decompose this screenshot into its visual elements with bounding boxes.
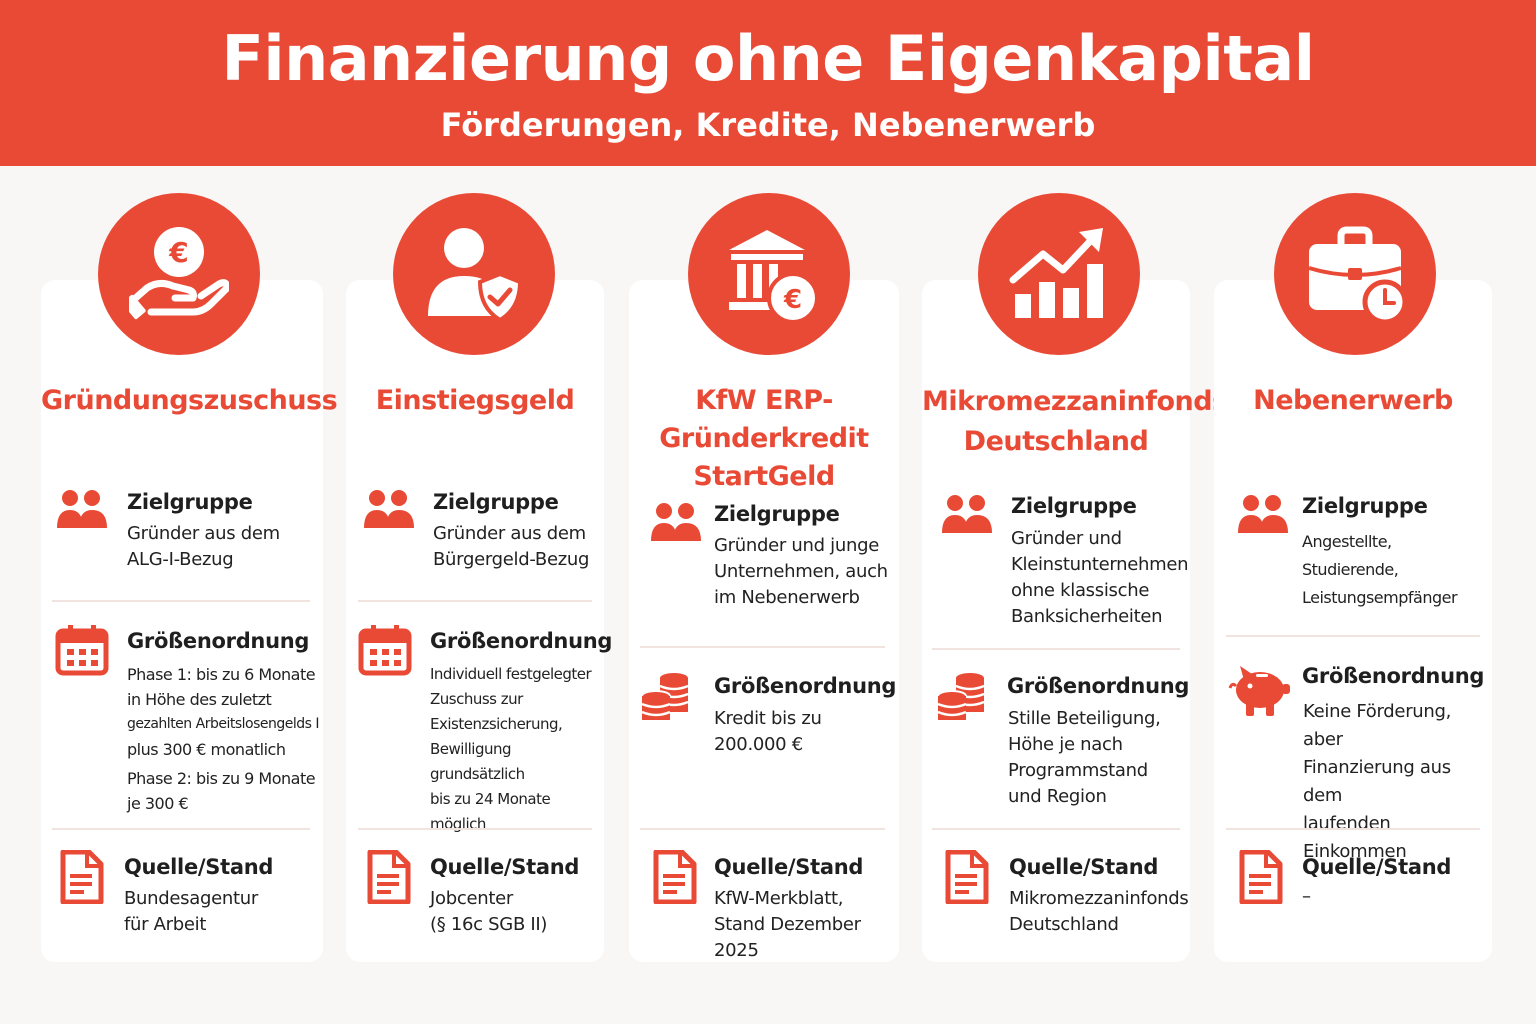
card-title: KfW ERP- Gründerkredit StartGeld bbox=[659, 385, 869, 492]
people-icon bbox=[364, 490, 414, 528]
calendar-icon bbox=[55, 625, 109, 676]
divider bbox=[1226, 635, 1480, 637]
card-title: Gründungszuschuss bbox=[41, 385, 338, 416]
card-gruendungszuschuss bbox=[41, 280, 323, 962]
section-text: Gründer und Kleinstunternehmen ohne klassi… bbox=[1011, 528, 1189, 627]
card-title: Nebenerwerb bbox=[1253, 385, 1453, 416]
section-heading: Zielgruppe bbox=[1302, 494, 1428, 518]
briefcase-clock-icon bbox=[1274, 193, 1436, 355]
section-text: – bbox=[1302, 886, 1311, 907]
document-icon bbox=[1239, 850, 1283, 904]
growth-chart-icon bbox=[978, 193, 1140, 355]
card-kfw-startgeld bbox=[629, 280, 899, 962]
people-icon bbox=[651, 503, 701, 541]
document-icon bbox=[367, 850, 411, 904]
document-icon bbox=[60, 850, 104, 904]
person-shield-icon bbox=[393, 193, 555, 355]
card-nebenerwerb bbox=[1214, 280, 1492, 962]
divider bbox=[640, 828, 885, 830]
divider bbox=[932, 648, 1180, 650]
section-text: Individuell festgelegter Zuschuss zur Exis… bbox=[430, 665, 592, 833]
section-heading: Quelle/Stand bbox=[1302, 855, 1452, 879]
header-banner: Finanzierung ohne Eigenkapital Förderung… bbox=[0, 0, 1536, 166]
svg-text:€: € bbox=[168, 236, 188, 269]
bank-euro-icon: € bbox=[688, 193, 850, 355]
svg-text:€: € bbox=[783, 285, 802, 315]
section-heading: Größenordnung bbox=[714, 674, 897, 698]
section-heading: Zielgruppe bbox=[1011, 494, 1137, 518]
section-heading: Zielgruppe bbox=[127, 490, 253, 514]
section-text: Kredit bis zu 200.000 € bbox=[714, 708, 822, 755]
divider bbox=[358, 600, 592, 602]
document-icon bbox=[653, 850, 697, 904]
section-heading: Quelle/Stand bbox=[1009, 855, 1159, 879]
calendar-icon bbox=[358, 625, 412, 676]
coins-icon bbox=[937, 673, 985, 720]
divider bbox=[932, 828, 1180, 830]
divider bbox=[358, 828, 592, 830]
divider bbox=[52, 600, 310, 602]
card-title: Mikromezzaninfonds Deutschland bbox=[922, 386, 1228, 457]
people-icon bbox=[942, 495, 992, 533]
page-title: Finanzierung ohne Eigenkapital bbox=[221, 22, 1315, 95]
section-text: Gründer aus dem ALG-I-Bezug bbox=[127, 523, 280, 570]
people-icon bbox=[1238, 495, 1288, 533]
card-title: Einstiegsgeld bbox=[375, 385, 575, 416]
section-heading: Größenordnung bbox=[1302, 664, 1485, 688]
section-heading: Quelle/Stand bbox=[124, 855, 274, 879]
piggy-bank-icon bbox=[1228, 666, 1290, 716]
divider bbox=[1226, 828, 1480, 830]
section-text: Stille Beteiligung, Höhe je nach Programms… bbox=[1008, 708, 1161, 807]
section-heading: Zielgruppe bbox=[714, 502, 840, 526]
section-text: Angestellte, Studierende, Leistungsempfän… bbox=[1302, 532, 1458, 607]
section-text: Gründer aus dem Bürgergeld-Bezug bbox=[433, 523, 590, 570]
divider bbox=[640, 646, 885, 648]
section-heading: Größenordnung bbox=[430, 629, 613, 653]
hand-euro-icon: € bbox=[98, 193, 260, 355]
section-text: KfW-Merkblatt, Stand Dezember 2025 bbox=[714, 888, 861, 961]
card-mikromezzaninfonds bbox=[922, 280, 1190, 962]
section-text: Bundesagentur für Arbeit bbox=[124, 888, 258, 935]
section-text: Phase 1: bis zu 6 Monate in Höhe des zule… bbox=[127, 665, 320, 813]
divider bbox=[52, 828, 310, 830]
section-heading: Quelle/Stand bbox=[430, 855, 580, 879]
section-heading: Quelle/Stand bbox=[714, 855, 864, 879]
section-text: Mikromezzaninfonds Deutschland bbox=[1009, 888, 1189, 935]
page-subtitle: Förderungen, Kredite, Nebenerwerb bbox=[440, 106, 1096, 144]
document-icon bbox=[945, 850, 989, 904]
section-text: Keine Förderung, aber Finanzierung aus de… bbox=[1303, 701, 1452, 862]
section-heading: Größenordnung bbox=[1007, 674, 1190, 698]
section-heading: Größenordnung bbox=[127, 629, 310, 653]
people-icon bbox=[57, 490, 107, 528]
section-text: Gründer und junge Unternehmen, auch im Neb… bbox=[714, 535, 888, 608]
card-einstiegsgeld bbox=[346, 280, 604, 962]
section-text: Jobcenter (§ 16c SGB II) bbox=[430, 888, 548, 935]
coins-icon bbox=[641, 673, 689, 720]
section-heading: Zielgruppe bbox=[433, 490, 559, 514]
